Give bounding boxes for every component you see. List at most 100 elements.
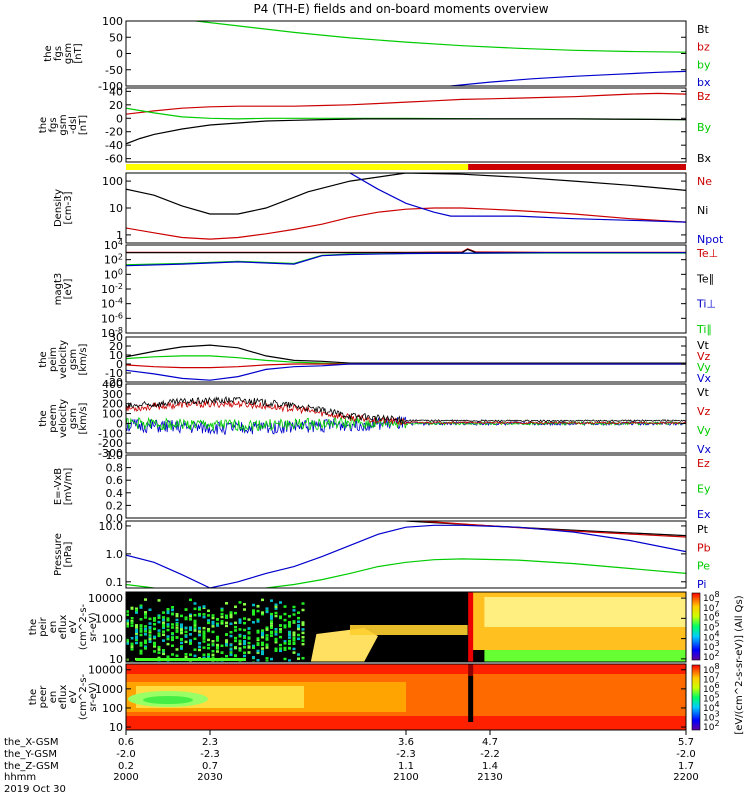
magt3-ylabel: magt3 [eV] [53, 273, 74, 306]
fgs-legend-bz: bz [697, 41, 710, 54]
fgs_dsl-ytick-label: -60 [105, 153, 123, 166]
peer_eflux-ylabel-line: sr-eV) [88, 682, 99, 711]
magt3-series-Te⊥ [126, 248, 686, 253]
magt3-lines [126, 248, 686, 267]
fgs-legend-Bt: Bt [697, 23, 710, 36]
x-axis-value: -2.3 [396, 749, 416, 760]
peer_eflux-ytick-label: 10000 [88, 664, 123, 677]
density-series-Npot [349, 173, 686, 223]
pressure-series-Pe [126, 558, 686, 588]
fgs-ytick-label: -50 [105, 64, 123, 77]
density-legend-Npot: Npot [697, 233, 724, 246]
magt3-ytick-label: 100 [104, 267, 123, 281]
colorbar-tick-label: 104 [703, 629, 720, 643]
peir_eflux-ylabel-line: eflux [58, 615, 69, 640]
x-axis-row-label: the_X-GSM [4, 737, 58, 748]
peir_eflux-ytick-label: 10000 [88, 592, 123, 605]
colorbar-tick-label: 102 [703, 719, 720, 733]
density-yticks: 100 10 1 [102, 175, 686, 242]
peim_velocity-ytick-label: 30 [109, 331, 123, 344]
peem_velocity-ytick-label: 300 [102, 388, 123, 401]
figure-title: P4 (TH-E) fields and on-board moments ov… [253, 2, 548, 16]
x-axis-value: 2030 [197, 772, 222, 783]
fgs_dsl-ytick-label: -40 [105, 139, 123, 152]
peim_velocity-legend-Vx: Vx [697, 372, 712, 385]
peem_velocity-ylabel-line: peem [48, 404, 59, 432]
peem_velocity-series-Vy [126, 416, 686, 433]
fgs_dsl-ylabel-line: [nT] [78, 115, 89, 135]
x-axis-value: -2.2 [480, 749, 500, 760]
x-axis-value: 1.1 [398, 761, 414, 772]
pressure-ytick-label: 10.0 [99, 520, 124, 533]
fgs_dsl-ylabel: the fgs gsm -dsl [nT] [38, 114, 89, 135]
colorbar-tick-label: 107 [703, 600, 720, 614]
efield-ytick-label: 0.2 [106, 499, 124, 512]
peir_eflux-ylabel-line: eV [68, 620, 79, 633]
pressure-frame [125, 520, 687, 589]
fgs_dsl-ytick-label: -20 [105, 126, 123, 139]
peim_velocity-frame [125, 336, 687, 383]
x-axis-value: 2000 [113, 772, 138, 783]
peem_velocity-legend-Vt: Vt [697, 386, 710, 399]
pressure-ylabel-line: Pressure [53, 533, 64, 576]
mode-bar [126, 164, 686, 170]
peim_velocity-ytick-label: -10 [105, 367, 123, 380]
x-axis-row-label: the_Z-GSM [4, 761, 59, 772]
pressure-ytick-label: 1.0 [106, 548, 124, 561]
peim_velocity-ylabel-line: peim [48, 347, 59, 372]
magt3-ylabel-line: magt3 [53, 273, 64, 306]
x-axis-value: 4.7 [482, 737, 498, 748]
peim_velocity-legend-Vy: Vy [697, 361, 711, 374]
fgs-series-by [195, 21, 686, 53]
fgs-ylabel-line: [nT] [73, 43, 84, 63]
pressure-ytick-label: 0.1 [106, 576, 124, 589]
efield-yticks: 1.00.80.60.40.20.0 [106, 449, 686, 525]
fgs-ytick-label: 100 [102, 15, 123, 28]
peem_velocity-legend-Vx: Vx [697, 443, 712, 456]
peim_velocity-legend-Vz: Vz [697, 350, 711, 363]
x-axis-row-label: 2019 Oct 30 [4, 784, 66, 795]
efield-frame [125, 454, 687, 519]
fgs_dsl-ylabel-line: -dsl [68, 116, 79, 134]
peem_velocity-frame [125, 383, 687, 454]
fgs_dsl-legend: Bz By Bx [697, 90, 712, 165]
peem_velocity-legend-Vy: Vy [697, 424, 711, 437]
efield-legend: Ez Ey Ex [697, 457, 711, 521]
density-ylabel-line: [cm-3] [63, 191, 74, 224]
colorbar-strip [691, 664, 701, 731]
x-axis-value: -2.0 [116, 749, 136, 760]
colorbar-tick-label: 104 [703, 700, 720, 714]
magt3-legend-Ti∥: Ti∥ [696, 323, 712, 336]
pressure-series-Pi [126, 524, 686, 588]
peir_eflux-ylabel-line: sr-eV) [88, 612, 99, 641]
x-axis-value: 1.4 [482, 761, 498, 772]
efield-ytick-label: 1.0 [106, 449, 124, 462]
peem_velocity-ytick-label: -100 [98, 427, 123, 440]
panel-peer_eflux: 10000 1000 100 10 the peer en eflux eV (cm^2-s-sr… [28, 663, 687, 734]
peem_velocity-ylabel: the peem velocity gsm [km/s] [38, 399, 89, 438]
colorbar-tick-label: 103 [703, 639, 720, 653]
colorbar-label: [eV/(cm^2-s-sr-eV)] (All Qs) [734, 595, 745, 734]
peer_eflux-ylabel-line: the [28, 689, 39, 705]
magt3-ytick-label: 10-2 [101, 282, 123, 296]
fgs_dsl-legend-Bz: Bz [697, 90, 711, 103]
peim_velocity-ytick-label: 20 [109, 340, 123, 353]
fgs-ylabel-line: fgs [53, 46, 64, 61]
density-ylabel-line: Density [53, 189, 64, 227]
peim_velocity-series-Vt [126, 344, 686, 364]
x-axis-value: -2.0 [676, 749, 696, 760]
panel-density: Ne Ni Npot 100 10 1 Density [cm-3] [53, 172, 724, 246]
peer_eflux-ylabel-line: (cm^2-s- [78, 673, 89, 720]
fgs-legend: Bt bz by bx [697, 23, 711, 89]
density-series-Ni [126, 173, 686, 215]
peir_eflux-ylabel-line: the [28, 619, 39, 635]
fgs_dsl-series-Bx [126, 118, 686, 145]
peer_eflux-ylabel: the peer en eflux eV (cm^2-s-sr-eV) [28, 673, 99, 720]
efield-ylabel-line: E=-VxB [53, 468, 64, 505]
peir_eflux-yticks: 10000 1000 100 10 [88, 592, 686, 666]
